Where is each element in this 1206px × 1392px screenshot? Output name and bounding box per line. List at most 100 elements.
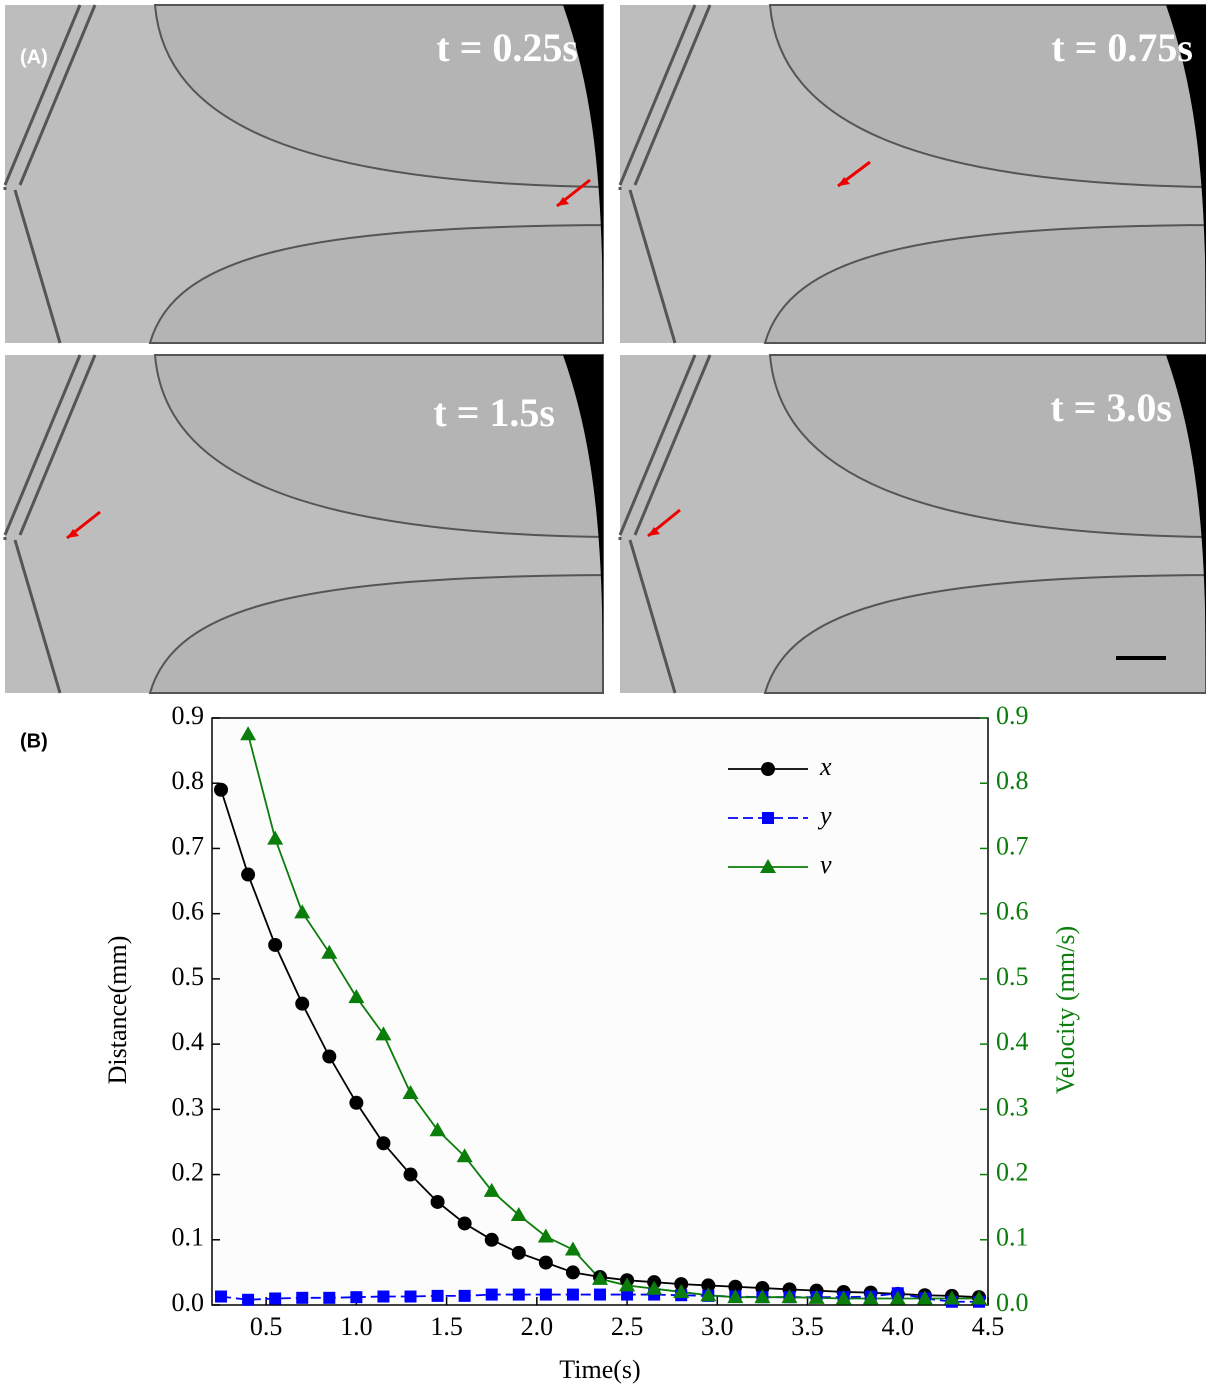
marker bbox=[646, 1280, 663, 1295]
marker bbox=[537, 1228, 554, 1243]
y-tick-label: 0.6 bbox=[172, 897, 205, 926]
marker bbox=[377, 1290, 390, 1303]
panel-b-label: (B) bbox=[20, 730, 48, 752]
marker bbox=[512, 1288, 525, 1301]
marker bbox=[429, 1122, 446, 1137]
y2-tick-label: 0.8 bbox=[996, 766, 1029, 795]
side-walls bbox=[618, 354, 712, 694]
marker bbox=[215, 1290, 228, 1303]
marker bbox=[269, 1292, 282, 1305]
black-edge bbox=[1166, 5, 1206, 343]
marker bbox=[592, 1270, 608, 1285]
x-axis-label: Time(s) bbox=[559, 1355, 640, 1384]
side-walls bbox=[3, 354, 97, 694]
marker bbox=[404, 1290, 417, 1303]
marker bbox=[241, 867, 256, 882]
marker bbox=[483, 1182, 500, 1197]
marker bbox=[214, 782, 229, 797]
marker bbox=[376, 1136, 391, 1151]
marker bbox=[835, 1290, 852, 1305]
legend-marker bbox=[760, 859, 776, 873]
marker bbox=[322, 1049, 337, 1064]
marker bbox=[538, 1255, 553, 1270]
x-tick-label: 1.5 bbox=[430, 1312, 463, 1341]
legend-marker bbox=[762, 812, 774, 824]
marker bbox=[431, 1289, 444, 1302]
frame-time: t = 0.75s bbox=[1051, 25, 1193, 70]
y-tick-label: 0.4 bbox=[172, 1027, 205, 1056]
marker bbox=[458, 1289, 471, 1302]
marker bbox=[294, 904, 311, 919]
marker bbox=[619, 1277, 636, 1292]
marker bbox=[970, 1290, 987, 1305]
x-tick-label: 4.5 bbox=[972, 1312, 1005, 1341]
marker bbox=[485, 1288, 498, 1301]
marker bbox=[296, 1291, 309, 1304]
marker bbox=[510, 1206, 527, 1221]
marker bbox=[323, 1291, 336, 1304]
panel-a-label: (A) bbox=[20, 46, 48, 68]
y-tick-label: 0.9 bbox=[172, 701, 205, 730]
legend-label: v bbox=[820, 850, 832, 879]
marker bbox=[781, 1289, 798, 1304]
arrow-head bbox=[838, 177, 850, 186]
marker bbox=[808, 1289, 825, 1304]
marker bbox=[375, 1026, 392, 1041]
marker bbox=[566, 1288, 579, 1301]
arrow-head bbox=[648, 527, 660, 536]
y2-tick-label: 0.5 bbox=[996, 962, 1029, 991]
x-tick-label: 4.0 bbox=[882, 1312, 915, 1341]
y2-tick-label: 0.2 bbox=[996, 1158, 1029, 1187]
y-tick-label: 0.1 bbox=[172, 1223, 205, 1252]
frame bbox=[3, 354, 604, 694]
x-tick-label: 2.5 bbox=[611, 1312, 644, 1341]
black-edge bbox=[563, 355, 603, 693]
series-line bbox=[247, 734, 979, 1300]
x-tick-label: 3.5 bbox=[791, 1312, 824, 1341]
x-tick-label: 3.0 bbox=[701, 1312, 734, 1341]
marker bbox=[484, 1232, 499, 1247]
frame bbox=[618, 354, 1206, 694]
frame bbox=[3, 4, 604, 344]
microscope-images: t = 0.25s t = 0.75s t = 1.5s t = 3.0s bbox=[3, 4, 1206, 694]
frame bbox=[618, 4, 1206, 344]
y2-axis-label: Velocity (mm/s) bbox=[1051, 926, 1080, 1094]
black-edge bbox=[563, 5, 603, 343]
marker bbox=[242, 1293, 255, 1306]
arrow-head bbox=[557, 197, 569, 206]
marker bbox=[430, 1194, 445, 1209]
marker bbox=[889, 1290, 906, 1305]
y-tick-label: 0.0 bbox=[172, 1288, 205, 1317]
marker bbox=[673, 1283, 690, 1298]
marker bbox=[350, 1291, 363, 1304]
frame-time: t = 0.25s bbox=[436, 25, 578, 70]
marker bbox=[594, 1288, 606, 1301]
marker bbox=[511, 1245, 526, 1260]
marker bbox=[727, 1289, 744, 1304]
y-tick-label: 0.5 bbox=[172, 962, 205, 991]
y2-tick-label: 0.1 bbox=[996, 1223, 1029, 1252]
side-walls bbox=[3, 4, 97, 344]
y-axis-label: Distance(mm) bbox=[103, 936, 132, 1085]
y2-tick-label: 0.9 bbox=[996, 701, 1029, 730]
x-tick-label: 2.0 bbox=[521, 1312, 554, 1341]
marker bbox=[943, 1290, 960, 1305]
marker bbox=[348, 989, 365, 1004]
y2-tick-label: 0.6 bbox=[996, 897, 1029, 926]
x-tick-label: 0.5 bbox=[250, 1312, 283, 1341]
marker bbox=[240, 726, 257, 741]
y2-tick-label: 0.7 bbox=[996, 831, 1029, 860]
marker bbox=[267, 830, 284, 845]
marker bbox=[402, 1085, 419, 1100]
marker bbox=[403, 1167, 418, 1182]
y2-tick-label: 0.4 bbox=[996, 1027, 1029, 1056]
y2-tick-label: 0.0 bbox=[996, 1288, 1029, 1317]
frame-time: t = 1.5s bbox=[433, 390, 555, 435]
marker bbox=[564, 1241, 581, 1256]
marker bbox=[457, 1216, 472, 1231]
marker bbox=[862, 1290, 879, 1305]
side-walls bbox=[618, 4, 712, 344]
marker bbox=[700, 1287, 717, 1302]
plot-area bbox=[211, 717, 989, 1306]
marker bbox=[754, 1289, 771, 1304]
